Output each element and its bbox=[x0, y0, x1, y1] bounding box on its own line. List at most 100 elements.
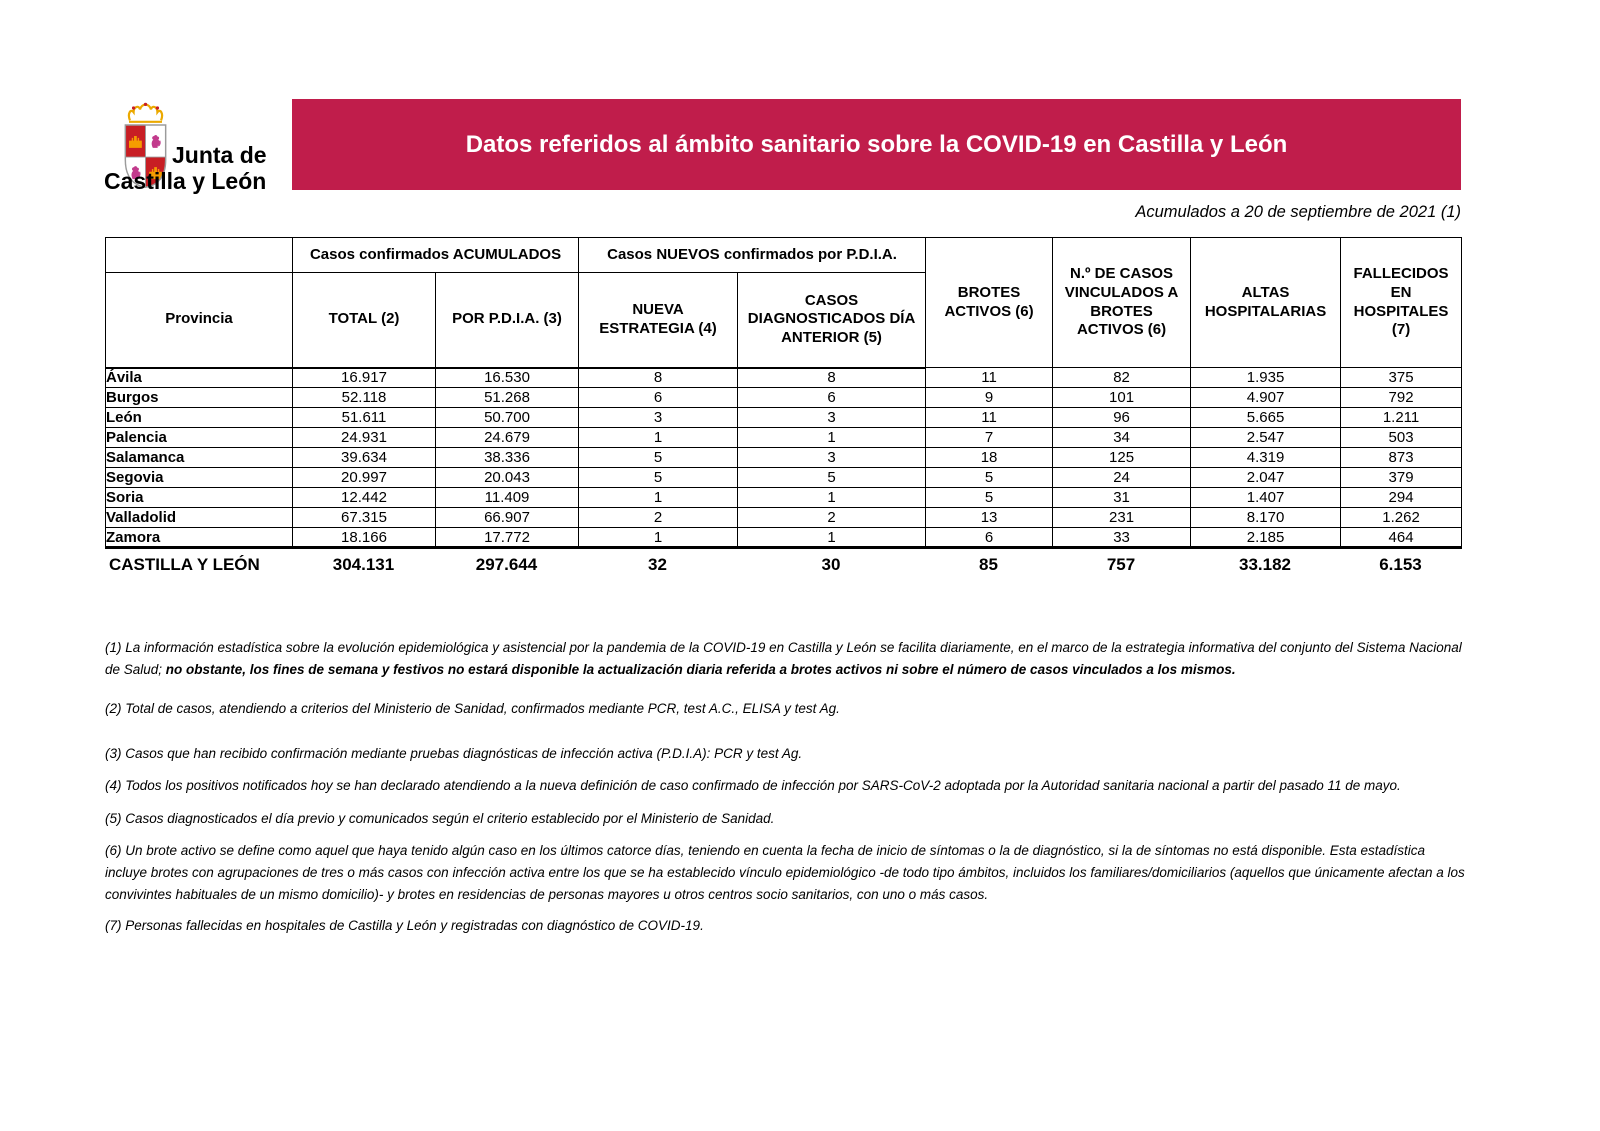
cell-total: 67.315 bbox=[292, 507, 436, 528]
footnote-1-normal: (1) La información estadística sobre la … bbox=[105, 640, 1462, 677]
cell-provincia: Zamora bbox=[105, 527, 293, 549]
cell-nueva-estrategia: 1 bbox=[578, 487, 739, 508]
cell-fallecidos: 379 bbox=[1340, 467, 1463, 488]
logo-text-line1: Junta de bbox=[172, 142, 267, 168]
cell-fallecidos: 503 bbox=[1340, 427, 1463, 448]
col-header-fallecidos: FALLECIDOS EN HOSPITALES (7) bbox=[1340, 237, 1463, 368]
title-banner: Datos referidos al ámbito sanitario sobr… bbox=[292, 99, 1461, 190]
cell-altas: 4.319 bbox=[1190, 447, 1342, 468]
cell-diagnosticados: 8 bbox=[737, 367, 927, 388]
group-header-nuevos: Casos NUEVOS confirmados por P.D.I.A. bbox=[578, 237, 927, 273]
castle-icon bbox=[149, 167, 162, 180]
cell-por-pdia: 24.679 bbox=[434, 427, 580, 448]
cell-provincia: Salamanca bbox=[105, 447, 293, 468]
covid-data-table-wrap: Casos confirmados ACUMULADOS Casos NUEVO… bbox=[105, 237, 1463, 549]
cell-total: 16.917 bbox=[292, 367, 436, 388]
cell-nueva-estrategia: 6 bbox=[578, 387, 739, 408]
cell-fallecidos: 375 bbox=[1340, 367, 1463, 388]
total-nueva-estrategia: 32 bbox=[648, 555, 667, 574]
cell-por-pdia: 20.043 bbox=[434, 467, 580, 488]
cell-diagnosticados: 2 bbox=[737, 507, 927, 528]
cell-por-pdia: 38.336 bbox=[434, 447, 580, 468]
total-fallecidos: 6.153 bbox=[1379, 555, 1422, 574]
cell-por-pdia: 17.772 bbox=[434, 527, 580, 549]
footnote-3: (3) Casos que han recibido confirmación … bbox=[105, 746, 803, 761]
cell-diagnosticados: 1 bbox=[737, 487, 927, 508]
total-row: CASTILLA Y LEÓN 304.131 297.644 32 30 85… bbox=[105, 549, 1461, 581]
col-header-provincia: Provincia bbox=[105, 272, 293, 369]
total-brotes: 85 bbox=[979, 555, 998, 574]
table-row: Salamanca 39.634 38.336 5 3 18 125 4.319… bbox=[105, 447, 1463, 468]
date-note: Acumulados a 20 de septiembre de 2021 (1… bbox=[1135, 203, 1461, 221]
cell-fallecidos: 792 bbox=[1340, 387, 1463, 408]
cell-altas: 2.547 bbox=[1190, 427, 1342, 448]
cell-diagnosticados: 1 bbox=[737, 427, 927, 448]
table-row: Ávila 16.917 16.530 8 8 11 82 1.935 375 bbox=[105, 367, 1463, 388]
cell-por-pdia: 11.409 bbox=[434, 487, 580, 508]
table-row: Soria 12.442 11.409 1 1 5 31 1.407 294 bbox=[105, 487, 1463, 508]
cell-nueva-estrategia: 1 bbox=[578, 427, 739, 448]
col-header-total: TOTAL (2) bbox=[292, 272, 436, 369]
footnote-7: (7) Personas fallecidas en hospitales de… bbox=[105, 918, 704, 933]
cell-total: 51.611 bbox=[292, 407, 436, 428]
cell-provincia: Burgos bbox=[105, 387, 293, 408]
cell-diagnosticados: 3 bbox=[737, 407, 927, 428]
empty-corner-cell bbox=[105, 237, 293, 273]
footnote-5: (5) Casos diagnosticados el día previo y… bbox=[105, 811, 775, 826]
cell-nueva-estrategia: 1 bbox=[578, 527, 739, 549]
cell-total: 24.931 bbox=[292, 427, 436, 448]
cell-brotes: 5 bbox=[925, 467, 1054, 488]
cell-vinculados: 82 bbox=[1052, 367, 1192, 388]
table-row: Burgos 52.118 51.268 6 6 9 101 4.907 792 bbox=[105, 387, 1463, 408]
total-row-wrap: CASTILLA Y LEÓN 304.131 297.644 32 30 85… bbox=[105, 549, 1461, 581]
cell-fallecidos: 1.211 bbox=[1340, 407, 1463, 428]
group-header-acumulados: Casos confirmados ACUMULADOS bbox=[291, 237, 580, 273]
cell-brotes: 11 bbox=[925, 407, 1054, 428]
cell-altas: 2.047 bbox=[1190, 467, 1342, 488]
junta-castilla-leon-logo: Junta de Castilla y León bbox=[104, 98, 284, 198]
cell-vinculados: 34 bbox=[1052, 427, 1192, 448]
footnote-1: (1) La información estadística sobre la … bbox=[105, 637, 1465, 681]
cell-nueva-estrategia: 5 bbox=[578, 467, 739, 488]
cell-nueva-estrategia: 3 bbox=[578, 407, 739, 428]
cell-nueva-estrategia: 5 bbox=[578, 447, 739, 468]
cell-fallecidos: 294 bbox=[1340, 487, 1463, 508]
total-row-table: CASTILLA Y LEÓN 304.131 297.644 32 30 85… bbox=[105, 549, 1461, 581]
footnote-2: (2) Total de casos, atendiendo a criteri… bbox=[105, 701, 840, 716]
cell-brotes: 13 bbox=[925, 507, 1054, 528]
page-title: Datos referidos al ámbito sanitario sobr… bbox=[465, 130, 1288, 158]
cell-diagnosticados: 6 bbox=[737, 387, 927, 408]
coat-of-arms-icon bbox=[124, 102, 167, 189]
shield-icon bbox=[124, 124, 167, 189]
footnote-4: (4) Todos los positivos notificados hoy … bbox=[105, 778, 1401, 793]
cell-provincia: Segovia bbox=[105, 467, 293, 488]
cell-altas: 5.665 bbox=[1190, 407, 1342, 428]
total-vinculados: 757 bbox=[1106, 555, 1136, 574]
footnote-6: (6) Un brote activo se define como aquel… bbox=[105, 843, 1465, 902]
footnotes: (1) La información estadística sobre la … bbox=[105, 637, 1465, 937]
cell-vinculados: 33 bbox=[1052, 527, 1192, 549]
total-diagnosticados: 30 bbox=[821, 555, 841, 574]
cell-provincia: Soria bbox=[105, 487, 293, 508]
cell-diagnosticados: 3 bbox=[737, 447, 927, 468]
lion-icon bbox=[151, 135, 161, 148]
cell-por-pdia: 66.907 bbox=[434, 507, 580, 528]
cell-altas: 4.907 bbox=[1190, 387, 1342, 408]
cell-brotes: 6 bbox=[925, 527, 1054, 549]
cell-total: 18.166 bbox=[292, 527, 436, 549]
cell-provincia: León bbox=[105, 407, 293, 428]
cell-diagnosticados: 5 bbox=[737, 467, 927, 488]
cell-nueva-estrategia: 2 bbox=[578, 507, 739, 528]
col-header-nueva-estrategia: NUEVA ESTRATEGIA (4) bbox=[578, 272, 739, 369]
total-altas: 33.182 bbox=[1239, 555, 1291, 574]
col-header-altas: ALTAS HOSPITALARIAS bbox=[1190, 237, 1342, 368]
table-body: Ávila 16.917 16.530 8 8 11 82 1.935 375 … bbox=[105, 367, 1463, 549]
cell-altas: 8.170 bbox=[1190, 507, 1342, 528]
cell-brotes: 18 bbox=[925, 447, 1054, 468]
cell-brotes: 9 bbox=[925, 387, 1054, 408]
cell-altas: 1.407 bbox=[1190, 487, 1342, 508]
cell-provincia: Palencia bbox=[105, 427, 293, 448]
cell-diagnosticados: 1 bbox=[737, 527, 927, 549]
cell-nueva-estrategia: 8 bbox=[578, 367, 739, 388]
